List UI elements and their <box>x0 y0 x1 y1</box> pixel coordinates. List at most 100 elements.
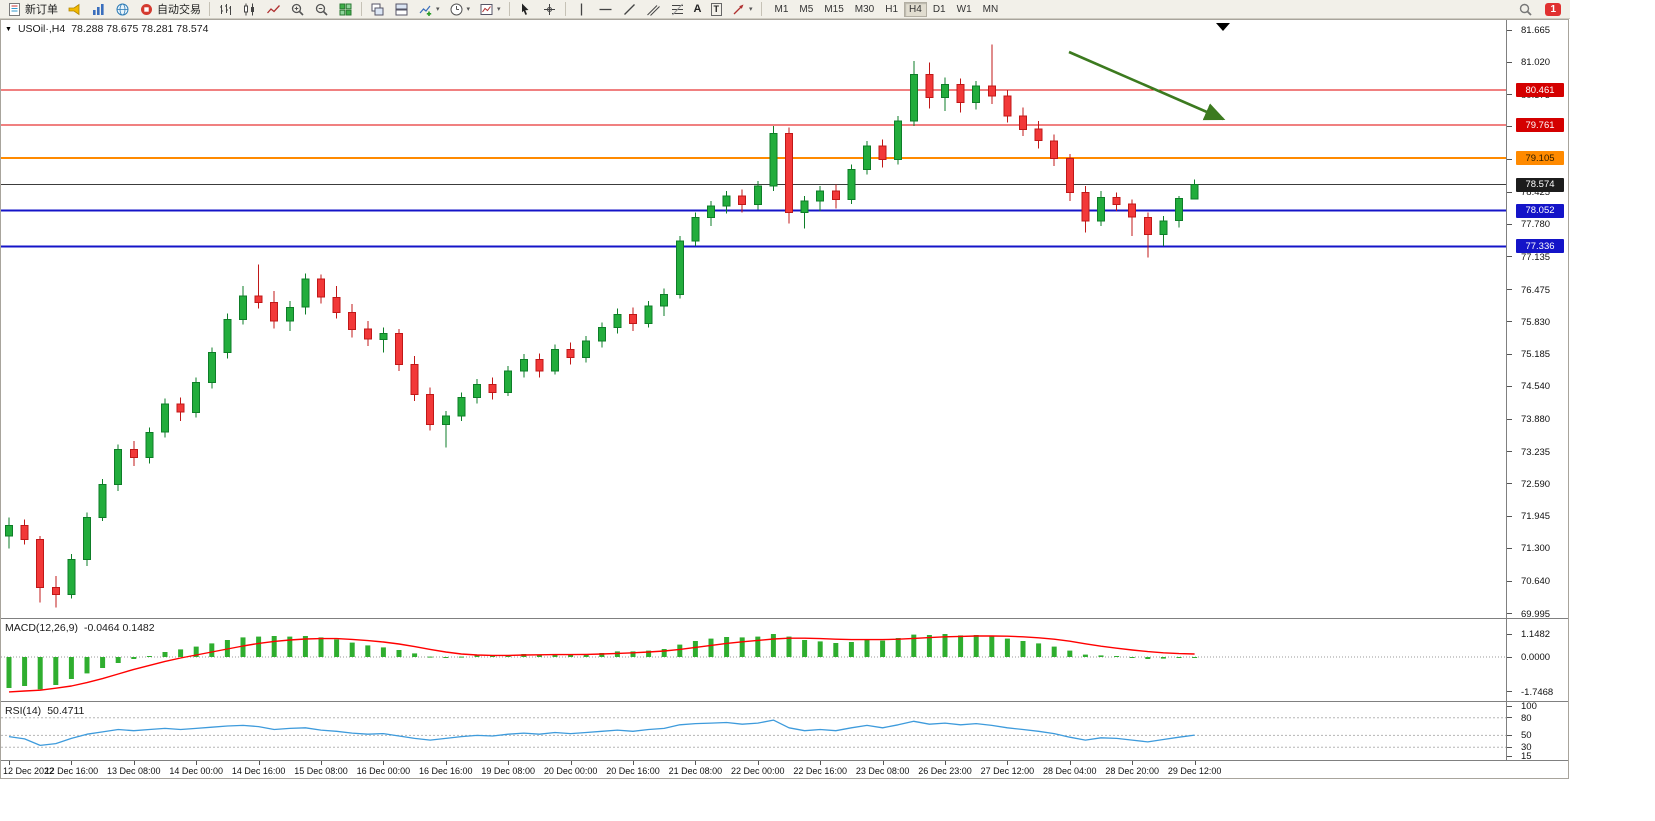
rsi-pane[interactable]: RSI(14) 50.4711 <box>1 702 1506 760</box>
macd-histogram-bar <box>692 641 698 657</box>
rsi-axis[interactable]: 100 80 50 30 15 <box>1506 701 1568 762</box>
time-axis-label: 14 Dec 16:00 <box>231 766 286 776</box>
timeframe-w1-button[interactable]: W1 <box>952 2 977 17</box>
candle-body <box>176 403 185 413</box>
time-axis-label: 16 Dec 16:00 <box>419 766 473 776</box>
candle-body <box>987 85 996 97</box>
candle-body <box>1159 220 1168 235</box>
new-order-button[interactable]: 新订单 <box>3 1 62 18</box>
toolbar-separator <box>508 2 510 16</box>
time-axis-tick <box>321 761 322 765</box>
time-axis-tick <box>882 761 884 765</box>
mql5-community-button[interactable] <box>111 1 134 18</box>
candle-body <box>535 358 544 372</box>
candle-body <box>395 332 403 365</box>
macd-axis[interactable]: 1.1482 0.0000 -1.7468 <box>1506 619 1568 701</box>
line-chart-type-button[interactable] <box>262 1 285 18</box>
zoom-in-icon <box>290 2 305 17</box>
macd-histogram-bar <box>942 634 948 657</box>
macd-pane[interactable]: MACD(12,26,9) -0.0464 0.1482 <box>1 619 1506 701</box>
time-axis-label: 12 Dec 2022 <box>3 766 55 776</box>
timeframe-m1-button[interactable]: M1 <box>770 2 794 17</box>
candle-body <box>285 306 294 322</box>
main-chart-pane[interactable]: ▼ USOil·,H4 78.288 78.675 78.281 78.574 <box>1 20 1506 618</box>
macd-histogram-bar <box>1160 657 1166 659</box>
candle-body <box>878 145 887 160</box>
toolbar-separator <box>361 2 362 16</box>
macd-axis-tick <box>1507 633 1512 635</box>
price-axis-tick <box>1507 353 1512 355</box>
time-axis-tick <box>1194 761 1196 765</box>
candle-body <box>426 393 435 425</box>
arrows-button[interactable]: ▾ <box>727 1 757 18</box>
timeframe-m5-button[interactable]: M5 <box>794 2 818 17</box>
pane-divider[interactable] <box>1 701 1568 702</box>
text-label-button[interactable]: T <box>707 1 727 18</box>
search-button[interactable] <box>1514 1 1537 18</box>
crosshair-icon <box>542 2 557 17</box>
trend-arrow-annotation[interactable] <box>1068 50 1226 121</box>
timeframe-h4-button[interactable]: H4 <box>904 1 927 17</box>
trendline-button[interactable] <box>618 1 641 18</box>
periods-button[interactable]: ▾ <box>445 1 475 18</box>
timeframe-m15-button[interactable]: M15 <box>819 2 848 17</box>
macd-histogram-bar <box>37 657 43 690</box>
macd-histogram-bar <box>131 657 137 659</box>
price-axis-label: 75.185 <box>1521 349 1551 360</box>
timeframe-h1-button[interactable]: H1 <box>880 2 903 17</box>
candle-body <box>1019 115 1027 130</box>
announcements-button[interactable] <box>63 1 86 18</box>
horizontal-line-button[interactable] <box>594 1 617 18</box>
macd-histogram-bar <box>926 635 932 657</box>
time-axis-tick <box>945 761 946 765</box>
autotrading-button[interactable]: 自动交易 <box>135 1 205 18</box>
price-axis[interactable]: 81.66581.02080.37579.73079.08578.42577.7… <box>1506 20 1568 620</box>
timeframe-mn-button[interactable]: MN <box>978 2 1004 17</box>
pane-divider[interactable] <box>1 618 1568 619</box>
zoom-out-button[interactable] <box>310 1 333 18</box>
candle-body <box>800 200 809 213</box>
cascade-windows-button[interactable] <box>366 1 389 18</box>
text-button[interactable]: A <box>690 1 706 18</box>
channel-icon <box>646 2 661 17</box>
rsi-axis-tick <box>1507 755 1512 757</box>
candle-body <box>20 524 29 540</box>
price-axis-label: 73.880 <box>1521 414 1551 426</box>
macd-histogram-bar <box>708 638 714 657</box>
chart-shift-marker[interactable] <box>1216 23 1230 31</box>
zoom-in-button[interactable] <box>286 1 309 18</box>
fibonacci-button[interactable] <box>666 1 689 18</box>
add-indicator-button[interactable]: ▾ <box>414 1 444 18</box>
vertical-line-button[interactable] <box>570 1 593 18</box>
time-axis[interactable]: 12 Dec 2022 12 Dec 16:00 13 Dec 08:00 14 De… <box>1 760 1568 778</box>
new-chart-button[interactable] <box>87 1 110 18</box>
fibonacci-icon <box>670 2 685 17</box>
new-order-label: 新订单 <box>25 4 58 16</box>
timeframe-d1-button[interactable]: D1 <box>928 2 951 17</box>
candle-body <box>722 195 731 207</box>
candle-body <box>51 586 60 595</box>
candle-body <box>1128 203 1137 218</box>
tile-windows-button[interactable] <box>334 1 357 18</box>
macd-canvas[interactable] <box>1 619 1506 701</box>
templates-button[interactable]: ▾ <box>475 1 505 18</box>
macd-axis-label: -1.7468 <box>1521 686 1554 698</box>
tile-horizontal-button[interactable] <box>390 1 413 18</box>
time-axis-tick <box>633 761 634 765</box>
rsi-canvas[interactable] <box>1 702 1506 760</box>
text-a-icon: A <box>693 2 702 15</box>
bar-chart-type-button[interactable] <box>214 1 237 18</box>
candle-body <box>894 120 903 160</box>
main-chart-canvas[interactable] <box>1 20 1506 618</box>
equidistant-channel-button[interactable] <box>642 1 665 18</box>
macd-histogram-bar <box>162 652 168 657</box>
macd-histogram-bar <box>552 654 558 657</box>
template-icon <box>479 2 494 17</box>
cursor-button[interactable] <box>514 1 537 18</box>
notifications-badge[interactable]: 1 <box>1545 2 1561 16</box>
crosshair-button[interactable] <box>538 1 561 18</box>
candlestick-chart-type-button[interactable] <box>238 1 261 18</box>
chart-menu-icon[interactable]: ▼ <box>5 25 12 33</box>
chart-window: ▼ USOil·,H4 78.288 78.675 78.281 78.574 … <box>0 19 1569 779</box>
timeframe-m30-button[interactable]: M30 <box>850 2 879 17</box>
